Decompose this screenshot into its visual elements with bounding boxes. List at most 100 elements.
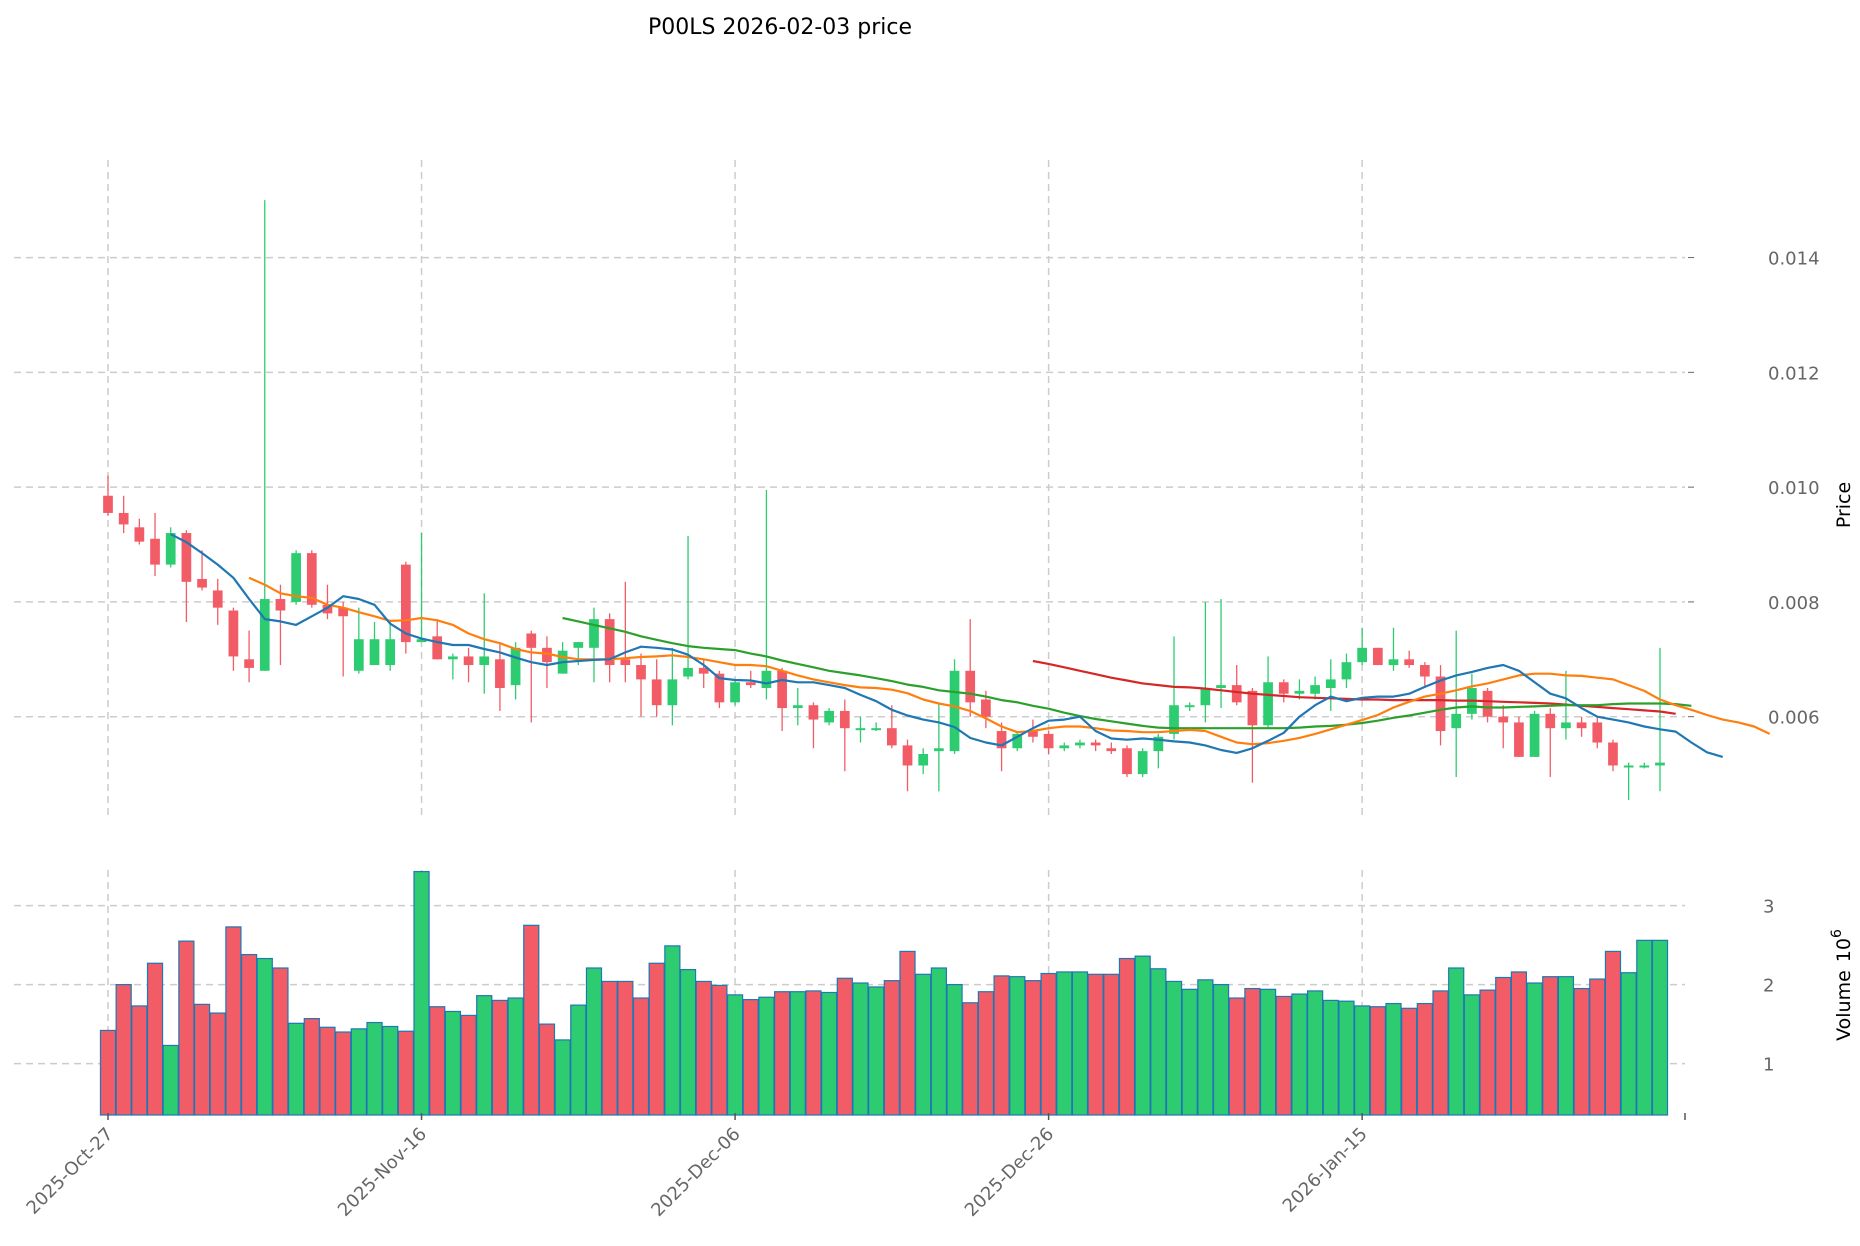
- volume-bar: [209, 1012, 226, 1116]
- volume-bar: [1087, 973, 1104, 1116]
- x-tick-label: 2025-Dec-06: [647, 1124, 744, 1221]
- candle-down: [1545, 708, 1556, 777]
- volume-bar: [1448, 967, 1465, 1116]
- candle-down: [902, 739, 913, 792]
- volume-bar: [1557, 976, 1575, 1116]
- candle-up: [510, 642, 521, 700]
- candle-body: [1435, 676, 1446, 732]
- candle-up: [1388, 627, 1399, 671]
- x-tick-label: 2025-Nov-16: [334, 1124, 431, 1221]
- candle-up: [730, 679, 740, 706]
- candle-down: [228, 607, 239, 671]
- candle-down: [604, 613, 615, 683]
- candle-body: [118, 512, 129, 525]
- candle-down: [1278, 679, 1289, 703]
- volume-bar: [1244, 987, 1261, 1116]
- candle-up: [589, 607, 599, 683]
- volume-bar: [1134, 955, 1151, 1116]
- volume-bar: [585, 967, 603, 1116]
- candle-body: [636, 665, 646, 680]
- volume-bar: [852, 982, 869, 1116]
- candle-body: [698, 667, 709, 674]
- volume-bar: [773, 991, 791, 1116]
- volume-bar: [1338, 1000, 1355, 1116]
- candle-body: [385, 639, 396, 666]
- volume-bar: [617, 980, 634, 1116]
- price-tick-labels: 0.006 0.008 0.010 0.012 0.014: [1688, 249, 1820, 729]
- volume-tick-label: 3: [1763, 897, 1774, 918]
- volume-bar: [1009, 976, 1026, 1116]
- candle-up: [1012, 731, 1023, 752]
- candle-body: [103, 495, 113, 513]
- candle-body: [353, 639, 364, 671]
- candle-body: [1357, 647, 1368, 663]
- candle-body: [1608, 742, 1618, 766]
- candle-up: [1184, 702, 1195, 711]
- candle-body: [510, 647, 521, 686]
- candle-body: [369, 639, 380, 666]
- volume-bar: [570, 1004, 587, 1116]
- candle-body: [416, 639, 427, 643]
- x-axis: 2025-Oct-27 2025-Nov-16 2025-Dec-06 2025-De…: [23, 1113, 1686, 1221]
- volume-bar: [711, 984, 728, 1116]
- volume-bar: [350, 1028, 367, 1116]
- x-tick-label: 2026-Jan-15: [1279, 1124, 1372, 1217]
- candle-body: [1451, 713, 1462, 729]
- candle-body: [1639, 765, 1650, 768]
- candle-body: [1576, 722, 1587, 729]
- volume-bar: [491, 999, 509, 1116]
- candle-body: [918, 754, 929, 766]
- volume-bar: [915, 973, 932, 1116]
- candle-up: [448, 653, 458, 680]
- candle-body: [1341, 662, 1352, 680]
- volume-bar: [319, 1026, 336, 1116]
- candle-body: [1592, 722, 1603, 743]
- candle-body: [1106, 748, 1117, 752]
- candle-down: [197, 550, 207, 591]
- candle-body: [1310, 685, 1320, 694]
- candle-down: [1482, 688, 1493, 723]
- volume-bar: [1416, 1002, 1433, 1116]
- candle-body: [589, 619, 599, 648]
- candle-body: [1278, 682, 1289, 694]
- volume-bar: [335, 1031, 352, 1116]
- candle-body: [1122, 748, 1132, 775]
- candle-down: [777, 667, 787, 732]
- candle-up: [1341, 653, 1352, 688]
- candle-body: [965, 670, 976, 703]
- volume-label-text: Volume: [1833, 970, 1855, 1041]
- volume-bar: [1259, 988, 1277, 1116]
- candle-down: [150, 512, 160, 577]
- candle-up: [855, 716, 866, 743]
- candle-body: [150, 538, 160, 565]
- volume-bar: [1103, 973, 1120, 1116]
- volume-bar: [1432, 990, 1449, 1116]
- candle-body: [275, 599, 286, 611]
- candle-body: [1372, 647, 1383, 666]
- volume-bar: [977, 991, 995, 1116]
- volume-bar: [1526, 982, 1543, 1116]
- candle-body: [1184, 705, 1195, 708]
- moving-average-lines: [170, 533, 1771, 758]
- candle-body: [306, 553, 317, 605]
- candle-body: [1498, 716, 1509, 723]
- volume-exponent-power: 6: [1829, 929, 1845, 938]
- candle-body: [1545, 713, 1556, 729]
- candle-body: [291, 553, 301, 602]
- volume-bar: [287, 1022, 305, 1116]
- candle-up: [761, 490, 772, 700]
- volume-bar: [115, 983, 132, 1116]
- volume-bar: [429, 1006, 446, 1116]
- candle-body: [432, 636, 443, 660]
- x-tick-label: 2025-Dec-26: [961, 1124, 1058, 1221]
- candle-body: [792, 705, 803, 709]
- candle-up: [1623, 762, 1634, 800]
- candle-up: [1137, 748, 1148, 777]
- candle-down: [839, 699, 850, 772]
- candle-body: [1404, 659, 1415, 666]
- candle-body: [1388, 659, 1399, 666]
- candle-body: [683, 667, 693, 677]
- volume-bar: [272, 967, 289, 1116]
- candle-up: [871, 722, 882, 732]
- volume-bar: [1479, 989, 1496, 1116]
